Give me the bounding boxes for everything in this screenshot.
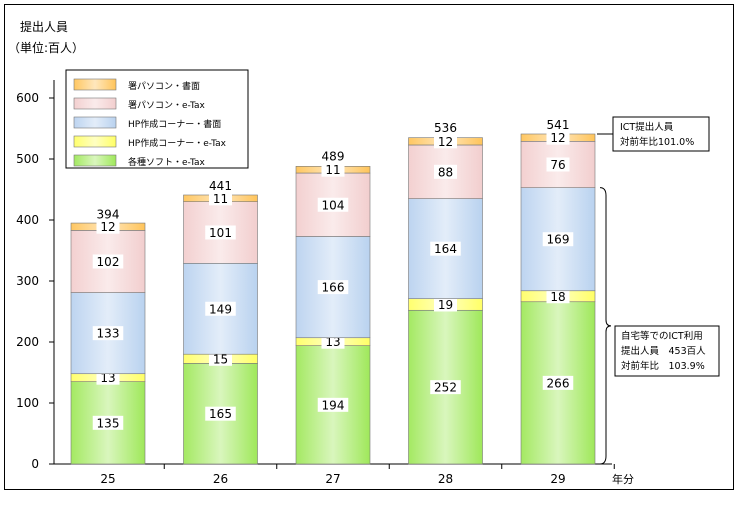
data-label-bg bbox=[546, 289, 570, 304]
total-label: 394 bbox=[97, 208, 120, 222]
y-tick-label: 0 bbox=[31, 457, 39, 471]
callout-text: 自宅等でのICT利用 bbox=[621, 330, 703, 342]
data-label: 13 bbox=[325, 335, 340, 349]
x-tick-label: 27 bbox=[325, 472, 340, 486]
legend-label: HP作成コーナー・書面 bbox=[128, 118, 221, 130]
brace bbox=[599, 187, 612, 465]
data-label: 12 bbox=[550, 131, 565, 145]
data-label: 18 bbox=[550, 290, 565, 304]
data-label: 165 bbox=[209, 407, 232, 421]
data-label: 15 bbox=[213, 352, 228, 366]
y-tick-label: 300 bbox=[16, 274, 39, 288]
total-label: 489 bbox=[322, 150, 345, 164]
data-label-bg bbox=[546, 157, 570, 172]
data-label-bg bbox=[317, 197, 349, 212]
data-label: 13 bbox=[100, 371, 115, 385]
callout-text: 対前年比101.0% bbox=[620, 136, 694, 148]
data-label-bg bbox=[546, 130, 570, 145]
legend-swatch bbox=[73, 78, 117, 91]
y-axis-unit: （単位:百人） bbox=[8, 41, 85, 55]
total-label: 441 bbox=[209, 179, 232, 193]
data-label-bg bbox=[434, 134, 457, 149]
y-tick-label: 600 bbox=[16, 91, 39, 105]
data-label-bg bbox=[430, 241, 461, 256]
total-label: 541 bbox=[547, 118, 570, 132]
data-label-bg bbox=[205, 225, 236, 240]
callout-text: 対前年比 103.9% bbox=[621, 360, 705, 372]
x-tick-label: 29 bbox=[550, 472, 565, 486]
legend-swatch bbox=[73, 97, 117, 110]
data-label: 76 bbox=[550, 158, 565, 172]
data-label-bg bbox=[209, 191, 232, 206]
data-label-bg bbox=[321, 334, 345, 349]
data-label-bg bbox=[92, 326, 124, 341]
legend-label: 署パソコン・e-Tax bbox=[128, 100, 205, 111]
y-tick-label: 200 bbox=[16, 335, 39, 349]
data-label: 11 bbox=[213, 192, 228, 206]
data-label-bg bbox=[321, 162, 345, 177]
total-label: 536 bbox=[434, 121, 457, 135]
data-label: 12 bbox=[438, 135, 453, 149]
legend-label: 署パソコン・書面 bbox=[128, 80, 200, 92]
legend-swatch bbox=[73, 154, 117, 167]
y-tick-label: 400 bbox=[16, 213, 39, 227]
callout-text: ICT提出人員 bbox=[620, 121, 674, 133]
data-label: 194 bbox=[322, 398, 345, 412]
data-label: 102 bbox=[97, 255, 120, 269]
data-label: 11 bbox=[325, 163, 340, 177]
data-label-bg bbox=[92, 415, 124, 430]
callout-text: 提出人員 453百人 bbox=[621, 345, 706, 357]
legend-swatch bbox=[73, 116, 117, 129]
data-label: 164 bbox=[434, 242, 457, 256]
data-label-bg bbox=[434, 164, 457, 179]
data-label: 252 bbox=[434, 381, 457, 395]
y-axis-title: 提出人員 bbox=[20, 20, 69, 34]
x-tick-label: 28 bbox=[438, 472, 453, 486]
data-label: 266 bbox=[547, 376, 570, 390]
data-label-bg bbox=[430, 380, 461, 395]
data-label: 101 bbox=[209, 226, 232, 240]
data-label-bg bbox=[542, 232, 574, 247]
data-label-bg bbox=[317, 280, 349, 295]
legend-label: HP作成コーナー・e-Tax bbox=[128, 137, 227, 149]
data-label-bg bbox=[96, 219, 120, 234]
data-label-bg bbox=[317, 397, 349, 412]
x-axis-unit: 年分 bbox=[612, 472, 634, 486]
data-label-bg bbox=[96, 370, 120, 385]
data-label: 169 bbox=[547, 233, 570, 247]
data-label: 133 bbox=[97, 327, 120, 341]
y-tick-label: 100 bbox=[16, 396, 39, 410]
data-label: 166 bbox=[322, 281, 345, 295]
legend-swatch bbox=[73, 135, 117, 148]
data-label-bg bbox=[434, 297, 457, 312]
chart-frame bbox=[4, 4, 734, 490]
legend-label: 各種ソフト・e-Tax bbox=[128, 156, 205, 168]
data-label-bg bbox=[205, 301, 236, 316]
data-label: 135 bbox=[97, 416, 120, 430]
data-label: 12 bbox=[100, 220, 115, 234]
data-label: 104 bbox=[322, 198, 345, 212]
data-label-bg bbox=[209, 351, 232, 366]
data-label-bg bbox=[92, 254, 124, 269]
data-label: 88 bbox=[438, 165, 453, 179]
data-label: 149 bbox=[209, 302, 232, 316]
data-label-bg bbox=[542, 375, 574, 390]
bar-segment bbox=[520, 141, 596, 188]
data-label-bg bbox=[205, 406, 236, 421]
x-tick-label: 25 bbox=[100, 472, 115, 486]
data-label: 19 bbox=[438, 298, 453, 312]
x-tick-label: 26 bbox=[213, 472, 228, 486]
y-tick-label: 500 bbox=[16, 152, 39, 166]
callout-box bbox=[612, 116, 710, 152]
callout-box bbox=[614, 325, 720, 377]
